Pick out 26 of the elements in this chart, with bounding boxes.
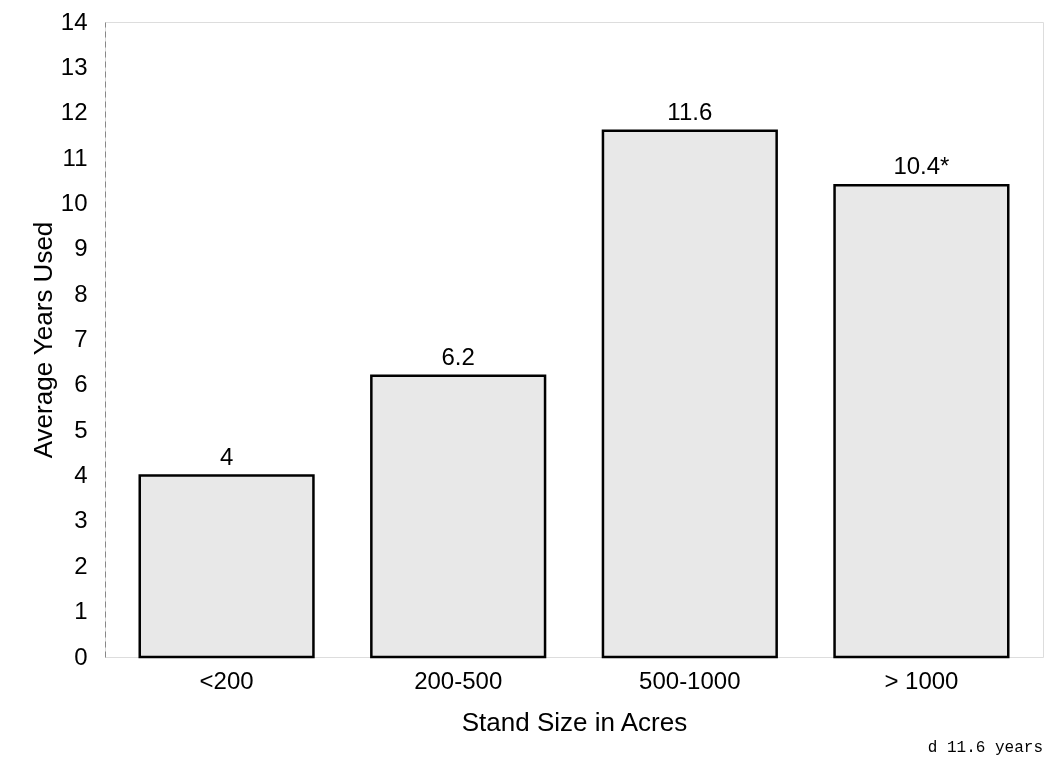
text: d 11.6 years	[927, 739, 1043, 757]
y-tick-label: 11	[62, 143, 88, 171]
x-tick-label: 200-500	[414, 666, 503, 694]
y-tick-label: 4	[74, 461, 88, 489]
y-tick-label: 14	[60, 7, 88, 35]
y-tick-label: 8	[74, 279, 88, 307]
y-tick-label: 5	[74, 415, 88, 443]
data-label: 11.6	[667, 97, 713, 125]
y-tick-label: 10	[60, 188, 88, 216]
y-tick-label: 6	[74, 370, 88, 398]
data-label: 4	[219, 442, 234, 470]
y-tick-label: 0	[74, 642, 88, 670]
x-tick-label: 500-1000	[639, 666, 741, 694]
x-axis-title: Stand Size in Acres	[461, 706, 688, 737]
y-tick-label: 1	[74, 597, 88, 625]
y-tick-label: 2	[74, 551, 88, 579]
y-tick-label: 3	[74, 506, 88, 534]
data-label: 6.2	[441, 342, 475, 370]
data-label: 10.4*	[893, 152, 950, 180]
y-tick-label: 9	[74, 234, 88, 262]
x-tick-label: <200	[199, 666, 254, 694]
y-axis-title: Average Years Used	[27, 221, 58, 459]
y-tick-label: 12	[60, 98, 88, 126]
y-tick-label: 13	[60, 52, 88, 80]
y-tick-label: 7	[74, 325, 88, 352]
x-tick-label: > 1000	[884, 666, 959, 694]
